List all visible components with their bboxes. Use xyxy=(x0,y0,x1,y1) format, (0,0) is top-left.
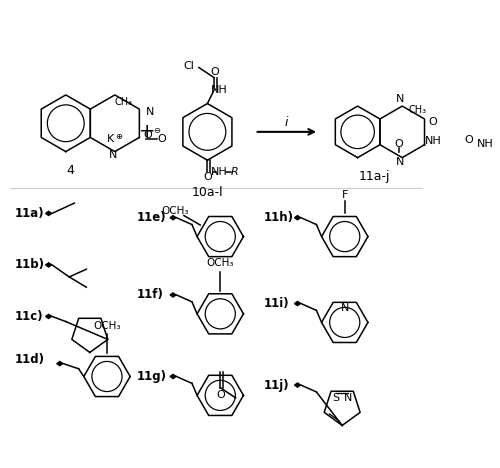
Polygon shape xyxy=(170,216,176,220)
Text: OCH₃: OCH₃ xyxy=(93,321,120,331)
Polygon shape xyxy=(170,374,176,379)
Text: 11h): 11h) xyxy=(263,211,293,224)
Text: Cl: Cl xyxy=(183,61,194,71)
Text: +: + xyxy=(139,122,156,141)
Polygon shape xyxy=(170,293,176,297)
Text: 11g): 11g) xyxy=(137,370,167,383)
Text: O: O xyxy=(158,134,166,144)
Text: F: F xyxy=(342,190,348,199)
Text: 11a): 11a) xyxy=(14,207,44,220)
Text: O: O xyxy=(464,135,472,145)
Text: 11a-j: 11a-j xyxy=(359,170,390,183)
Text: 11c): 11c) xyxy=(14,310,43,323)
Text: N: N xyxy=(344,393,352,403)
Text: 11j): 11j) xyxy=(263,379,289,392)
Text: NH: NH xyxy=(477,139,494,149)
Text: O: O xyxy=(144,130,152,140)
Text: CH₃: CH₃ xyxy=(114,97,132,107)
Text: 4: 4 xyxy=(66,164,74,177)
Text: ⊖: ⊖ xyxy=(153,126,160,135)
Text: NH: NH xyxy=(211,85,228,95)
Text: ⊕: ⊕ xyxy=(116,132,122,141)
Text: N: N xyxy=(146,107,154,117)
Text: O: O xyxy=(203,172,212,183)
Text: 11i): 11i) xyxy=(263,297,289,310)
Polygon shape xyxy=(57,361,63,366)
Text: O: O xyxy=(210,67,218,77)
Text: 11d): 11d) xyxy=(14,353,44,366)
Polygon shape xyxy=(46,314,52,319)
Text: 11e): 11e) xyxy=(137,211,166,224)
Polygon shape xyxy=(294,301,300,306)
Text: i: i xyxy=(284,116,288,129)
Text: CH₃: CH₃ xyxy=(408,105,426,116)
Text: N: N xyxy=(340,303,349,313)
Polygon shape xyxy=(294,216,300,220)
Polygon shape xyxy=(294,383,300,387)
Text: OCH₃: OCH₃ xyxy=(206,258,234,268)
Polygon shape xyxy=(46,211,52,215)
Text: S: S xyxy=(332,393,340,403)
Text: NH: NH xyxy=(211,167,228,177)
Text: NH: NH xyxy=(424,136,442,146)
Text: R: R xyxy=(231,167,238,177)
Text: O: O xyxy=(428,117,438,126)
Text: 11b): 11b) xyxy=(14,258,44,271)
Text: N: N xyxy=(396,157,404,167)
Text: 11f): 11f) xyxy=(137,288,164,301)
Text: K: K xyxy=(107,134,114,144)
Text: N: N xyxy=(109,150,118,160)
Text: OCH₃: OCH₃ xyxy=(161,206,188,216)
Text: O: O xyxy=(394,139,403,149)
Polygon shape xyxy=(46,263,52,267)
Text: N: N xyxy=(396,94,404,104)
Text: 10a-l: 10a-l xyxy=(192,186,223,199)
Text: O: O xyxy=(216,389,224,400)
